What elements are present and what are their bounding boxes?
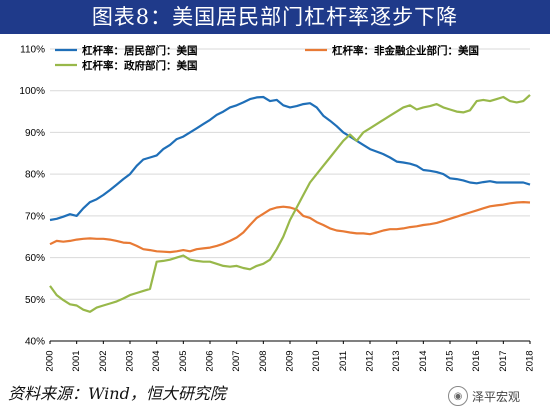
wechat-icon: ◉ bbox=[448, 386, 468, 406]
y-tick-label: 60% bbox=[25, 253, 45, 264]
source-note: 资料来源：Wind，恒大研究院 bbox=[8, 384, 226, 403]
x-tick-label: 2003 bbox=[125, 350, 136, 371]
y-tick-label: 80% bbox=[25, 170, 45, 181]
x-tick-label: 2012 bbox=[365, 350, 376, 371]
chart-title: 图表8：美国居民部门杠杆率逐步下降 bbox=[0, 0, 550, 34]
x-axis-ticks: 2000 2001 2002 2003 2004 2005 2006 2007 2008 2009… bbox=[45, 341, 536, 372]
x-tick-label: 2007 bbox=[231, 350, 242, 371]
x-tick-label: 2010 bbox=[311, 350, 322, 371]
x-tick-label: 2013 bbox=[391, 350, 402, 371]
grid bbox=[50, 48, 530, 342]
series-line-1 bbox=[49, 95, 531, 222]
x-tick-label: 2011 bbox=[338, 351, 349, 371]
x-tick-label: 2018 bbox=[525, 350, 536, 371]
x-tick-label: 2014 bbox=[418, 350, 429, 371]
y-axis-ticks: 40% 50% 60% 70% 80% 90% 100% 110% bbox=[19, 45, 45, 348]
series-line-2 bbox=[49, 201, 531, 254]
x-tick-label: 2000 bbox=[45, 350, 56, 371]
y-tick-label: 100% bbox=[19, 86, 45, 97]
x-tick-label: 2004 bbox=[151, 350, 162, 371]
legend-label: 杠杆率：非金融企业部门：美国 bbox=[332, 44, 479, 57]
x-tick-label: 2017 bbox=[498, 350, 509, 371]
y-tick-label: 110% bbox=[20, 45, 45, 56]
x-tick-label: 2009 bbox=[285, 350, 296, 371]
x-tick-label: 2001 bbox=[71, 350, 82, 371]
series-line-3 bbox=[49, 94, 531, 313]
x-tick-label: 2016 bbox=[471, 350, 482, 371]
y-tick-label: 40% bbox=[25, 337, 45, 348]
y-tick-label: 70% bbox=[25, 211, 45, 222]
legend-label: 杠杆率：政府部门：美国 bbox=[82, 59, 198, 72]
line-chart: 40%50%60%70%80%90%100%110% 2000 2001 2002 2… bbox=[19, 44, 536, 372]
x-tick-label: 2015 bbox=[445, 350, 456, 371]
x-tick-label: 2006 bbox=[205, 350, 216, 371]
x-tick-label: 2008 bbox=[258, 350, 269, 371]
y-tick-label: 50% bbox=[25, 295, 45, 306]
y-tick-label: 90% bbox=[25, 128, 45, 139]
x-tick-label: 2002 bbox=[98, 350, 109, 371]
series-lines bbox=[49, 94, 531, 313]
x-tick-label: 2005 bbox=[178, 350, 189, 371]
legend-label: 杠杆率：居民部门：美国 bbox=[82, 44, 198, 57]
watermark-text: 泽平宏观 bbox=[472, 389, 521, 404]
watermark: ◉ 泽平宏观 bbox=[448, 386, 520, 406]
